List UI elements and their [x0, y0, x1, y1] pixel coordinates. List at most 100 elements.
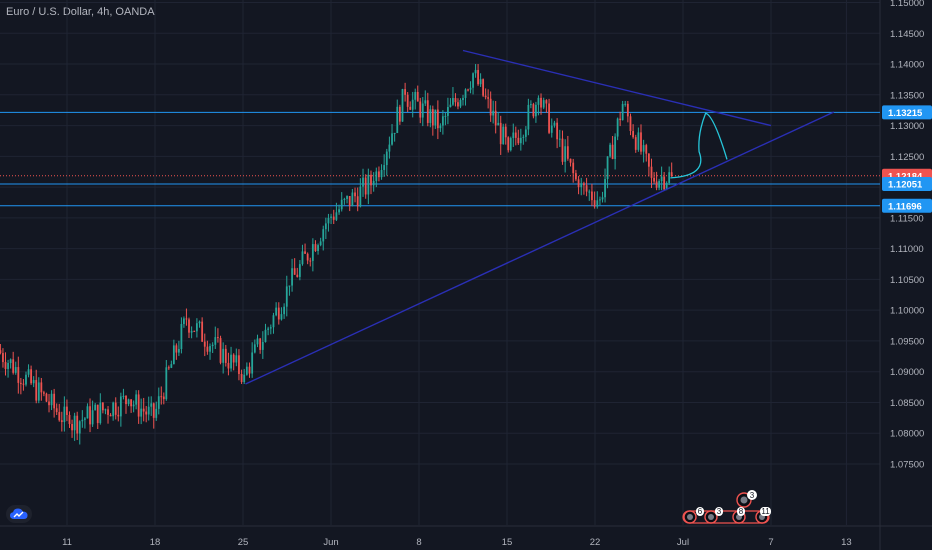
candle-body — [614, 136, 617, 159]
candle-body — [619, 118, 622, 121]
candle-body — [348, 196, 351, 207]
time-tick-label: Jul — [677, 537, 689, 548]
event-badge[interactable]: 11 — [755, 507, 771, 524]
candle-body — [583, 183, 585, 186]
candle-body — [206, 346, 209, 352]
candle-body — [48, 401, 50, 406]
candle-body — [556, 122, 559, 140]
candle-body — [449, 104, 452, 108]
candle-body — [561, 138, 564, 162]
candle-body — [32, 380, 35, 384]
candle-body — [653, 177, 655, 182]
candle-body — [162, 396, 165, 400]
event-badge[interactable]: 8 — [732, 507, 746, 524]
candle-body — [275, 307, 278, 316]
candle-body — [137, 394, 140, 417]
event-count: 6 — [698, 507, 703, 516]
candle-body — [175, 345, 178, 353]
candle-body — [351, 192, 354, 207]
candle-body — [482, 79, 485, 96]
candle-body — [338, 209, 340, 213]
candle-body — [492, 110, 495, 116]
candle-body — [147, 406, 150, 415]
candle-body — [419, 101, 422, 118]
candle-body — [548, 103, 550, 133]
candle-body — [25, 374, 27, 385]
candle-body — [84, 418, 86, 420]
candle-body — [624, 103, 627, 105]
event-badge[interactable]: 6 — [683, 507, 704, 524]
event-badge-top[interactable]: 3 — [736, 490, 757, 508]
candle-body — [585, 185, 588, 192]
candle-body — [383, 165, 386, 170]
candle-body — [655, 181, 658, 188]
candle-body — [132, 404, 135, 407]
candle-body — [670, 172, 673, 177]
candle-body — [527, 104, 530, 130]
candle-body — [314, 244, 317, 252]
candle-body — [267, 328, 270, 330]
candle-body — [160, 396, 163, 398]
event-markers[interactable]: 36 3 8 11 — [682, 490, 771, 524]
price-axis[interactable]: 1.15000 1.14500 1.14000 1.13500 1.13000 1.125… — [882, 0, 932, 471]
candle-body — [14, 367, 17, 373]
candle-body — [464, 89, 467, 98]
price-tick-label: 1.09500 — [890, 336, 924, 347]
candle-body — [311, 244, 314, 261]
candle-body — [91, 410, 94, 425]
tradingview-logo[interactable] — [6, 505, 32, 523]
candle-body — [497, 122, 500, 126]
candle-body — [484, 95, 487, 98]
candle-body — [109, 414, 112, 417]
candle-body — [256, 338, 259, 345]
candle-body — [322, 229, 325, 242]
chart-drawings[interactable] — [245, 49, 835, 385]
candle-body — [280, 314, 283, 320]
candle-body — [165, 367, 168, 400]
horizontal-levels[interactable] — [0, 111, 880, 207]
candle-body — [668, 172, 671, 183]
candle-body — [601, 197, 604, 200]
candle-body — [380, 169, 383, 178]
time-tick-label: 13 — [841, 537, 852, 548]
candle-body — [454, 98, 457, 103]
candle-body — [201, 321, 204, 342]
candle-body — [251, 352, 254, 374]
candle-body — [140, 408, 143, 417]
candle-body — [76, 415, 79, 434]
candle-body — [519, 137, 522, 144]
candle-body — [150, 403, 153, 407]
candle-body — [637, 132, 640, 150]
candle-body — [479, 79, 482, 85]
candle-body — [469, 87, 472, 90]
candle-body — [240, 373, 243, 382]
candle-body — [514, 132, 517, 138]
candle-body — [572, 162, 575, 174]
candle-body — [566, 146, 569, 159]
upper-trend-line[interactable] — [462, 49, 772, 127]
level-price-badge[interactable]: 1.11696 — [882, 198, 932, 213]
event-count-bg — [747, 490, 757, 500]
candle-body — [306, 253, 309, 261]
level-price-badge[interactable]: 1.13215 — [882, 105, 932, 120]
candle-body — [211, 344, 214, 347]
level-price-badge[interactable]: 1.12051 — [882, 176, 932, 191]
price-tick-label: 1.15000 — [890, 0, 924, 9]
event-badge[interactable]: 3 — [704, 507, 723, 524]
candle-body — [372, 180, 375, 186]
candle-body — [327, 217, 330, 224]
candle-body — [94, 404, 97, 411]
candle-body — [431, 109, 434, 126]
candle-body — [398, 106, 401, 122]
candle-body — [426, 100, 429, 123]
price-tick-label: 1.07500 — [890, 460, 924, 471]
time-axis[interactable]: 11 18 25 Jun 8 15 22 Jul 7 13 — [62, 537, 852, 548]
forecast-path[interactable] — [670, 112, 728, 179]
candle-body — [89, 406, 91, 425]
time-tick-label: 18 — [150, 537, 161, 548]
candle-body — [577, 179, 580, 188]
candle-body — [180, 324, 183, 350]
lower-trend-line[interactable] — [245, 111, 835, 385]
candle-body — [224, 348, 227, 363]
